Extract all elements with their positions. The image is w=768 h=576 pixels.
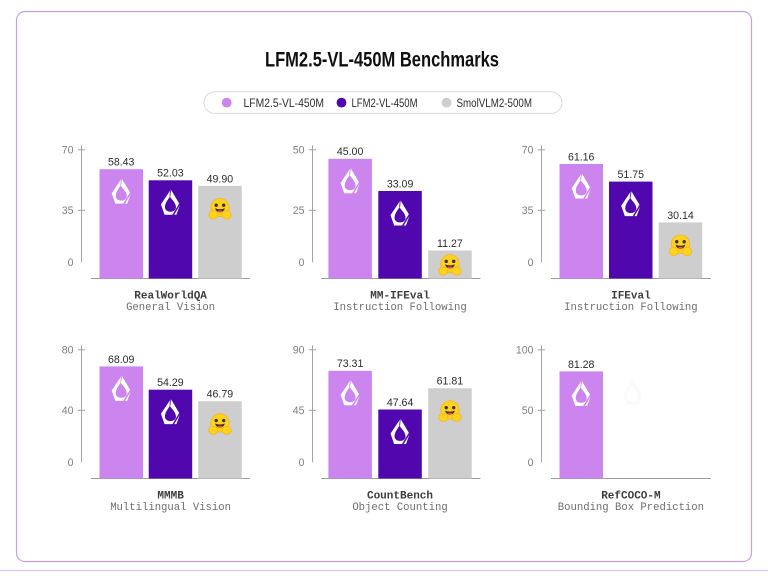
svg-text:25: 25 (293, 205, 305, 217)
svg-text:100: 100 (516, 345, 534, 357)
svg-text:68.09: 68.09 (108, 354, 135, 366)
svg-text:0: 0 (299, 257, 305, 269)
svg-text:45.00: 45.00 (337, 146, 364, 158)
svg-text:73.31: 73.31 (337, 358, 364, 370)
svg-text:81.28: 81.28 (568, 359, 595, 371)
svg-text:90: 90 (293, 345, 305, 357)
svg-text:0: 0 (299, 457, 305, 469)
svg-text:RefCOCO-M: RefCOCO-M (601, 490, 661, 502)
svg-text:0: 0 (528, 257, 534, 269)
svg-text:0: 0 (68, 257, 74, 269)
svg-text:SmolVLM2-500M: SmolVLM2-500M (457, 96, 533, 110)
svg-text:70: 70 (522, 145, 534, 157)
svg-text:Object Counting: Object Counting (352, 502, 447, 514)
svg-text:33.09: 33.09 (387, 178, 414, 190)
svg-text:General Vision: General Vision (126, 302, 215, 314)
svg-text:35: 35 (62, 205, 74, 217)
svg-text:RealWorldQA: RealWorldQA (134, 290, 207, 302)
svg-text:35: 35 (522, 205, 534, 217)
svg-text:Instruction Following: Instruction Following (564, 302, 698, 314)
svg-text:49.90: 49.90 (207, 173, 234, 185)
svg-text:LFM2.5-VL-450M: LFM2.5-VL-450M (244, 96, 325, 110)
svg-text:51.75: 51.75 (618, 169, 645, 181)
svg-text:61.81: 61.81 (437, 376, 464, 388)
svg-text:LFM2.5-VL-450M Benchmarks: LFM2.5-VL-450M Benchmarks (265, 49, 499, 72)
svg-text:80: 80 (62, 345, 74, 357)
svg-text:50: 50 (522, 405, 534, 417)
svg-text:0: 0 (528, 457, 534, 469)
svg-text:MMMB: MMMB (157, 490, 184, 502)
svg-text:50: 50 (293, 145, 305, 157)
svg-text:58.43: 58.43 (108, 157, 135, 169)
svg-text:0: 0 (68, 457, 74, 469)
svg-text:11.27: 11.27 (437, 238, 463, 250)
svg-text:45: 45 (293, 405, 305, 417)
svg-text:Instruction Following: Instruction Following (333, 302, 467, 314)
svg-text:46.79: 46.79 (207, 389, 234, 401)
svg-text:47.64: 47.64 (387, 397, 414, 409)
svg-text:52.03: 52.03 (157, 168, 184, 180)
svg-text:MM-IFEval: MM-IFEval (370, 290, 430, 302)
svg-text:30.14: 30.14 (667, 210, 694, 222)
svg-text:61.16: 61.16 (568, 151, 595, 163)
svg-text:70: 70 (62, 145, 74, 157)
svg-text:LFM2-VL-450M: LFM2-VL-450M (352, 96, 418, 110)
svg-text:40: 40 (62, 405, 74, 417)
svg-text:Bounding Box Prediction: Bounding Box Prediction (558, 502, 704, 514)
svg-text:IFEval: IFEval (611, 290, 651, 302)
svg-text:CountBench: CountBench (367, 490, 433, 502)
svg-text:54.29: 54.29 (157, 377, 184, 389)
svg-text:Multilingual Vision: Multilingual Vision (110, 502, 231, 514)
